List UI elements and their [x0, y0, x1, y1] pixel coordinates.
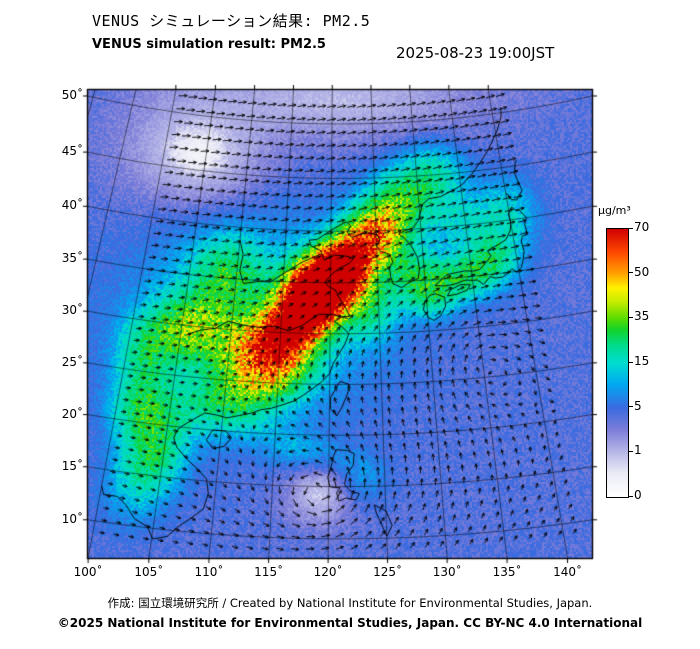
x-tick-label: 115˚ — [254, 565, 284, 579]
credit-line: 作成: 国立環境研究所 / Created by National Instit… — [107, 596, 593, 610]
colorbar-tick-mark — [629, 272, 633, 274]
y-tick-label: 40˚ — [61, 198, 83, 213]
colorbar — [606, 228, 629, 498]
colorbar-tick-mark — [629, 406, 633, 408]
x-tick-label: 120˚ — [313, 565, 343, 579]
page-title-japanese: VENUS シミュレーション結果: PM2.5 — [92, 12, 371, 30]
x-tick-label: 140˚ — [553, 565, 582, 579]
x-tick-label: 105˚ — [134, 565, 164, 579]
x-tick-label: 100˚ — [73, 565, 103, 579]
page-title-english: VENUS simulation result: PM2.5 — [92, 37, 326, 52]
x-tick-label: 130˚ — [432, 565, 462, 579]
colorbar-tick-mark — [629, 450, 633, 452]
y-tick-label: 35˚ — [61, 251, 83, 266]
license-line: ©2025 National Institute for Environment… — [57, 616, 643, 630]
y-tick-label: 30˚ — [61, 303, 83, 318]
colorbar-tick-mark — [629, 495, 633, 497]
pm25-concentration-map — [78, 80, 602, 568]
y-tick-label: 45˚ — [61, 144, 83, 159]
colorbar-tick-label: 35 — [634, 309, 650, 324]
y-tick-label: 25˚ — [61, 354, 83, 369]
colorbar-tick-mark — [629, 227, 633, 229]
colorbar-tick-label: 0 — [634, 488, 642, 502]
x-tick-label: 125˚ — [373, 565, 402, 579]
y-tick-label: 50˚ — [61, 87, 83, 102]
colorbar-tick-mark — [629, 361, 633, 363]
colorbar-tick-label: 50 — [634, 264, 650, 279]
colorbar-tick-label: 1 — [634, 443, 642, 458]
colorbar-tick-mark — [629, 316, 633, 318]
colorbar-tick-label: 15 — [634, 354, 650, 368]
colorbar-tick-label: 5 — [634, 398, 642, 413]
colorbar-unit-label: µg/m³ — [598, 204, 631, 217]
y-tick-label: 15˚ — [61, 458, 83, 473]
timestamp: 2025-08-23 19:00JST — [396, 44, 555, 62]
y-tick-label: 10˚ — [61, 511, 83, 526]
y-tick-label: 20˚ — [61, 406, 83, 421]
x-tick-label: 135˚ — [492, 565, 522, 579]
colorbar-tick-label: 70 — [634, 220, 650, 234]
x-tick-label: 110˚ — [194, 565, 224, 579]
